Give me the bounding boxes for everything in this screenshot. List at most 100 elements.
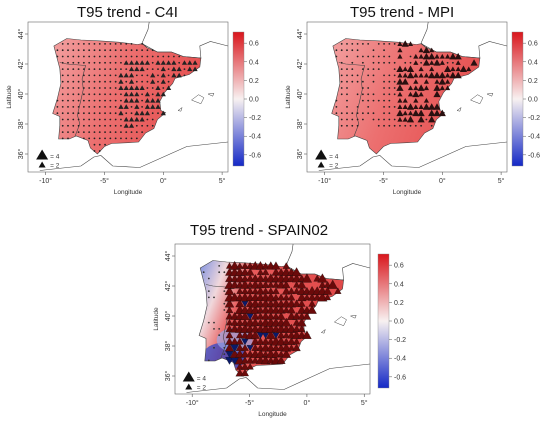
dot-marker: [67, 131, 69, 133]
dot-marker: [356, 124, 359, 127]
dot-marker: [351, 43, 354, 45]
dot-marker: [223, 290, 226, 292]
dot-marker: [88, 80, 91, 83]
dot-marker: [409, 55, 412, 58]
triangle-marker: [406, 65, 415, 72]
triangle-marker: [412, 90, 420, 98]
dot-marker: [114, 93, 117, 96]
dot-marker: [109, 74, 112, 77]
dot-marker: [114, 49, 117, 52]
triangle-marker: [250, 337, 260, 345]
coast-iberia: [52, 38, 202, 155]
dot-marker: [367, 43, 370, 45]
dot-marker: [393, 118, 396, 121]
dot-marker: [361, 118, 364, 121]
dot-marker: [109, 112, 112, 115]
colorbar-tick-label: -0.6: [394, 374, 406, 381]
triangle-marker: [307, 305, 317, 314]
dot-marker: [120, 55, 122, 58]
triangle-marker: [139, 60, 145, 65]
dot-marker: [104, 124, 106, 127]
dot-marker: [414, 124, 417, 127]
triangle-marker: [444, 79, 451, 84]
dot-marker: [393, 61, 396, 64]
dot-marker: [146, 74, 149, 77]
dot-marker: [114, 80, 117, 83]
triangle-marker: [444, 85, 451, 91]
colorbar: [377, 253, 390, 389]
trend-markers: [202, 260, 342, 377]
dot-marker: [383, 80, 385, 83]
dot-marker: [120, 124, 122, 127]
dot-marker: [56, 106, 59, 108]
triangle-marker: [433, 90, 441, 98]
triangle-marker: [287, 337, 296, 345]
triangle-marker: [123, 91, 129, 97]
dot-marker: [383, 112, 385, 115]
triangle-marker: [150, 98, 156, 103]
legend-big-label: = 4: [197, 376, 207, 383]
dot-marker: [218, 265, 221, 267]
triangle-marker: [407, 85, 414, 91]
triangle-marker: [297, 312, 306, 320]
dot-marker: [67, 49, 69, 52]
dot-marker: [388, 80, 391, 83]
border-portugal: [338, 62, 365, 137]
triangle-marker: [266, 312, 275, 320]
dot-marker: [125, 68, 128, 70]
triangle-marker: [402, 116, 408, 122]
dot-marker: [356, 49, 359, 52]
dot-marker: [346, 43, 348, 45]
dot-marker: [388, 93, 391, 96]
dot-marker: [351, 74, 354, 77]
dot-marker: [367, 106, 370, 108]
triangle-marker: [150, 104, 156, 109]
dot-marker: [88, 74, 91, 77]
triangle-marker: [134, 116, 140, 122]
triangle-marker: [225, 324, 234, 332]
dot-marker: [383, 124, 385, 127]
dot-marker: [77, 49, 80, 52]
dot-marker: [61, 106, 64, 108]
dot-marker: [130, 137, 133, 140]
legend-small-triangle: [317, 161, 325, 168]
x-tick-label: 5°: [498, 177, 505, 185]
triangle-marker: [123, 98, 129, 103]
dot-marker: [135, 80, 138, 83]
triangle-marker: [240, 311, 250, 321]
dot-marker: [72, 112, 75, 115]
triangle-marker: [118, 72, 124, 78]
dot-marker: [420, 124, 423, 127]
dot-marker: [67, 137, 69, 140]
legend-big-label: = 4: [50, 154, 60, 161]
triangle-marker: [277, 293, 285, 301]
dot-marker: [61, 74, 64, 77]
triangle-marker: [297, 325, 306, 332]
triangle-marker: [397, 72, 403, 78]
dot-marker: [340, 118, 343, 121]
dot-marker: [151, 112, 154, 115]
dot-marker: [130, 112, 133, 115]
colorbar-tick-label: -0.6: [528, 152, 540, 159]
dot-marker: [141, 55, 144, 58]
map-frame: [174, 243, 371, 395]
dot-marker: [223, 353, 226, 355]
dot-marker: [98, 61, 101, 64]
dot-marker: [135, 74, 138, 77]
dot-marker: [77, 106, 80, 108]
triangle-marker: [267, 281, 275, 288]
dot-marker: [167, 74, 170, 77]
dot-marker: [120, 99, 122, 102]
triangle-marker: [423, 85, 430, 91]
triangle-marker: [454, 71, 462, 79]
dot-marker: [409, 61, 412, 64]
coast-iberia: [331, 38, 481, 155]
triangle-marker: [439, 60, 445, 65]
y-axis-label: Latitude: [285, 85, 292, 109]
triangle-marker: [240, 349, 250, 358]
legend-small-triangle: [185, 383, 193, 390]
dot-marker: [82, 112, 85, 115]
triangle-marker: [438, 109, 446, 117]
triangle-marker: [317, 273, 328, 283]
dot-marker: [93, 124, 96, 127]
